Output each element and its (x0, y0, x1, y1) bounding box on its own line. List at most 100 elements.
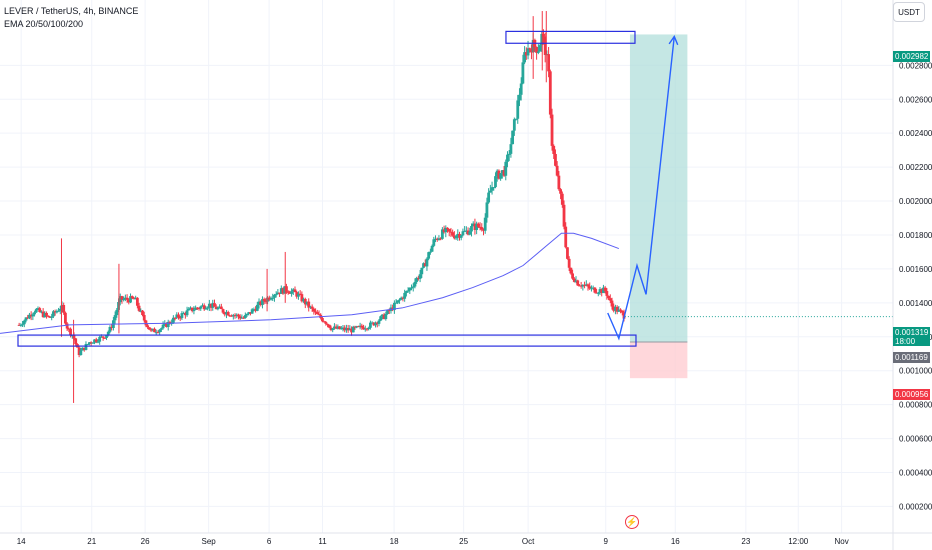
candle-body (351, 326, 355, 333)
candle-body (338, 326, 341, 330)
candle-body (538, 45, 542, 52)
candle-body (91, 342, 95, 344)
candle-body (34, 309, 38, 313)
candle-body (461, 231, 465, 236)
candle-body (183, 313, 187, 316)
candle-body (192, 309, 196, 312)
time-tick-label: Nov (834, 537, 848, 546)
candle-body (21, 324, 24, 326)
candle-body (591, 287, 595, 289)
candle-body (454, 235, 458, 239)
candle-body (326, 323, 329, 325)
candle-body (290, 291, 293, 294)
candle-body (283, 286, 287, 294)
candle-body (526, 48, 530, 56)
drawings[interactable] (17, 30, 893, 347)
candle-body (377, 320, 381, 324)
candle-body (52, 311, 55, 317)
candle-body (129, 296, 132, 303)
lightning-icon[interactable]: ⚡ (625, 515, 639, 529)
candle-body (108, 326, 112, 332)
candle-body (60, 305, 64, 309)
symbol-title[interactable]: LEVER / TetherUS, 4h, BINANCE (4, 6, 139, 16)
candle-body (504, 161, 508, 176)
candle-body (36, 308, 40, 310)
candle-body (321, 318, 324, 322)
candle-body (449, 231, 453, 233)
candle-body (336, 326, 340, 329)
price-tick-label: 0.001600 (899, 265, 932, 274)
bar-countdown: 18:00 (895, 337, 916, 346)
candle-body (146, 325, 150, 328)
candle-body (586, 284, 590, 287)
position-zones[interactable] (629, 34, 688, 379)
candle-body (518, 94, 521, 101)
candle-body (435, 238, 439, 240)
time-tick-label: 16 (671, 537, 680, 546)
time-tick-label: 23 (741, 537, 750, 546)
candle-body (427, 252, 431, 259)
candle-body (560, 193, 564, 205)
candle-body (250, 309, 254, 314)
candle-body (79, 350, 83, 356)
candle-body (135, 297, 139, 306)
candle-body (499, 173, 503, 179)
candle-body (69, 328, 72, 336)
candle-body (274, 294, 278, 296)
candle-body (363, 328, 367, 330)
candle-body (521, 62, 525, 84)
candle-body (317, 314, 321, 316)
candle-body (190, 307, 194, 312)
candle-body (478, 226, 482, 228)
candle-body (314, 311, 317, 313)
candle-body (312, 308, 316, 312)
candle-body (369, 322, 372, 328)
candle-body (269, 298, 273, 300)
candle-body (452, 235, 456, 239)
candle-body (43, 312, 47, 318)
candle-body (398, 299, 401, 301)
candle-body (446, 227, 449, 230)
candle-body (581, 284, 585, 287)
candle-body (475, 223, 479, 230)
candle-body (252, 309, 256, 311)
indicator-legend[interactable]: EMA 20/50/100/200 (4, 19, 84, 29)
candle-body (40, 311, 43, 313)
candle-body (147, 327, 151, 330)
resistance-box (505, 30, 636, 44)
candle-body (488, 190, 492, 193)
candle-body (476, 223, 480, 227)
candle-body (264, 301, 268, 303)
candle-body (410, 287, 413, 289)
candle-body (423, 263, 427, 267)
candle-body (297, 293, 300, 297)
candle-body (38, 308, 42, 312)
currency-button[interactable]: USDT (893, 2, 925, 22)
candle-body (509, 144, 513, 154)
candle-body (50, 316, 54, 318)
candle-body (202, 305, 206, 310)
candle-body (360, 325, 364, 328)
candle-body (173, 317, 177, 319)
candle-body (569, 267, 573, 274)
candle-body (413, 281, 417, 287)
time-tick-label: 9 (604, 537, 609, 546)
candle-body (64, 312, 67, 324)
candle-body (209, 303, 213, 308)
candle-body (619, 309, 622, 311)
candle-body (158, 329, 162, 333)
candle-body (103, 337, 107, 339)
candle-body (548, 71, 552, 115)
candle-body (550, 114, 554, 146)
candle-body (218, 306, 222, 308)
candle-body (221, 309, 225, 313)
candle-body (175, 314, 179, 318)
candle-body (572, 278, 576, 282)
time-tick-label: 18 (390, 537, 399, 546)
candle-body (470, 226, 473, 232)
candle-body (279, 288, 283, 294)
price-tick-label: 0.001000 (899, 367, 932, 376)
candle-body (602, 287, 605, 294)
candle-body (564, 226, 568, 248)
